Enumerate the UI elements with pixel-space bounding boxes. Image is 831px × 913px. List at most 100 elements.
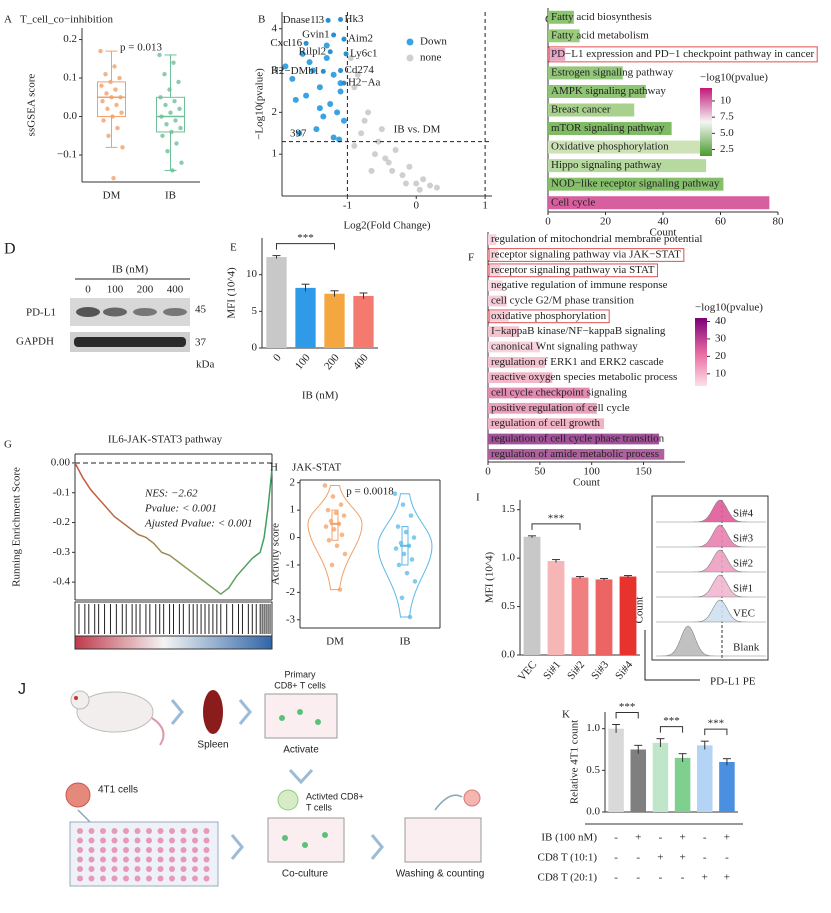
point [351,142,358,149]
plate-well [180,875,187,882]
x-axis-label: Count [650,227,677,239]
point [399,172,406,179]
plate-well [77,828,83,834]
point [406,543,412,549]
plate-well [88,847,95,853]
y-tick-label: 0 [252,342,258,354]
point [179,160,184,165]
table-cell: - [659,872,663,884]
plate-well [146,847,152,853]
plate-wells [77,828,210,882]
gene-point [341,36,347,42]
point [330,134,337,141]
category-label: Breast cancer [551,104,611,116]
plate-well [203,875,210,882]
bar [595,579,613,655]
y-axis-label: Activity score [270,523,282,585]
significance: *** [708,718,725,730]
plate-well [134,866,141,872]
point [330,71,337,78]
table-cell: - [614,852,618,864]
flow-panel: Count PD-L1 PE Si#4 Si#3 Si#2 Si#1 VEC Blank [634,495,769,688]
point [109,95,114,100]
point [309,67,316,74]
x-tick-label: IB [165,190,176,202]
table-cell: + [724,832,730,844]
point [296,130,303,137]
x-tick-label: 20 [600,216,612,228]
flow-ridge [655,625,766,657]
category-label: negative regulation of immune response [491,279,668,291]
bar [488,264,501,276]
plate-well [100,828,106,834]
plate-well [88,856,95,863]
table-cell: + [679,852,685,864]
gene-point [338,68,344,74]
panel-letter: G [4,439,12,451]
chart-title: T_cell_co−inhibition [20,14,113,26]
y-axis-label: ssGSEA score [26,74,38,137]
point [337,587,343,592]
y-tick-label: −0.1 [57,149,77,161]
point [340,117,347,124]
x-tick-label: 80 [773,216,785,228]
significance: *** [663,715,680,727]
plate-well [134,837,141,844]
plate-well [180,837,187,844]
point [336,521,342,527]
diagram-label: Activate [283,745,319,756]
washed-cells [463,789,481,807]
plate-well [157,828,164,834]
panel-letter: H [270,462,278,474]
legend-marker [406,38,414,46]
point [112,64,117,69]
plate-well [169,866,175,872]
bar [488,234,497,246]
point [323,55,330,61]
plate-well [88,828,95,834]
diagram-label: Co-culture [282,869,329,880]
x-tick-label: 200 [322,351,342,372]
bar [295,287,316,348]
highlight-box [488,263,658,278]
point [99,83,104,88]
arrow [434,794,463,811]
arrow [77,809,91,823]
point [375,138,382,145]
flow-ridge [656,599,766,623]
point [409,557,415,562]
colorbar-tick-label: 5.0 [720,127,734,139]
bar [324,293,345,348]
cell [282,835,288,841]
x-tick-label: VEC [516,659,539,684]
plate-well [180,847,187,853]
plate-well [157,847,164,853]
band [163,308,187,316]
category-label: regulation of cell growth [491,417,601,429]
bar [523,536,541,655]
y-tick-label: 0.0 [63,110,77,122]
plate-well [134,856,141,863]
category-label: NOD−like receptor signaling pathway [551,178,720,190]
bar [608,728,624,812]
point [334,543,340,549]
panel-letter: J [18,681,26,698]
bar [353,295,374,348]
point [168,110,173,115]
point [328,518,334,524]
point [334,109,341,116]
x-tick-label: DM [103,190,121,202]
cell [302,842,308,848]
colorbar-tick-label: 10 [715,367,727,379]
x-tick-label: Si#4 [613,658,635,682]
plate-well [192,875,198,882]
point [313,126,320,133]
table-cell: - [703,832,707,844]
category-label: AMPK signaling pathway [551,85,666,97]
plate-well [203,856,210,863]
y-tick-label: 1.5 [501,503,515,515]
point [403,529,409,535]
point [365,109,372,116]
category-label: regulation of mitochondrial membrane pot… [491,233,702,245]
point [326,537,332,543]
